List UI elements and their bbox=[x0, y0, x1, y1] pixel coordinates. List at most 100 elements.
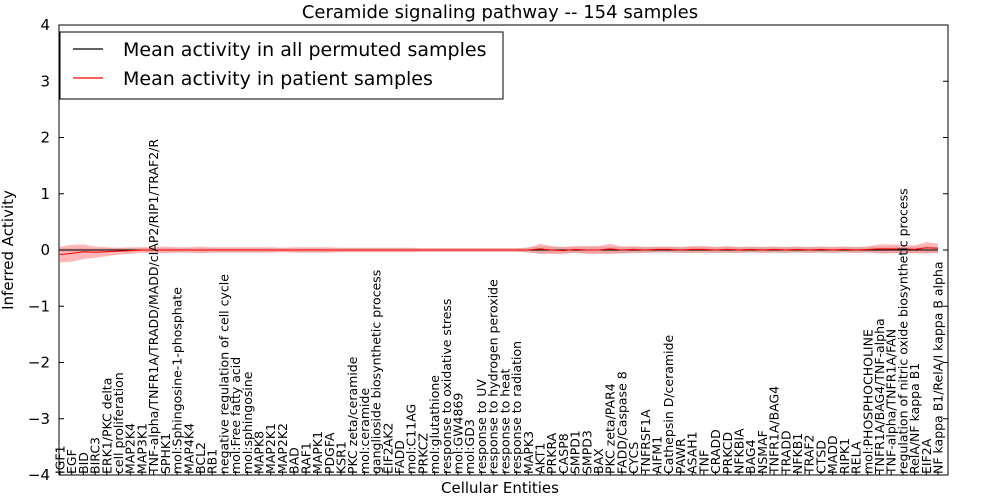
y-tick-label: 4 bbox=[40, 16, 50, 34]
legend-label-permuted: Mean activity in all permuted samples bbox=[123, 39, 486, 61]
entity-label: response to heat bbox=[497, 368, 512, 474]
entity-label: AKT1 bbox=[533, 443, 548, 474]
entity-label: mol:Free fatty acid bbox=[228, 357, 243, 474]
y-tick-label: 2 bbox=[40, 129, 50, 147]
entity-label: BAG4 bbox=[743, 439, 758, 474]
entity-label: BAD bbox=[287, 447, 302, 474]
legend-box bbox=[59, 31, 504, 100]
entity-label: MAP4K4 bbox=[181, 423, 196, 474]
patient-mean-line bbox=[59, 247, 939, 255]
entity-label: response to hydrogen peroxide bbox=[486, 279, 501, 474]
entity-label: FADD/Caspase 8 bbox=[614, 371, 629, 474]
y-tick-label: 3 bbox=[40, 72, 50, 90]
y-axis-label: Inferred Activity bbox=[0, 190, 17, 310]
entity-label: EIF2A bbox=[919, 438, 934, 474]
entity-label: MAP3K1 bbox=[134, 423, 149, 474]
entity-label: BIRC3 bbox=[88, 437, 103, 474]
plot-frame bbox=[58, 24, 949, 476]
entity-label: response to UV bbox=[474, 379, 489, 474]
entity-label: PDGFA bbox=[322, 432, 337, 474]
entity-label: CRADD bbox=[708, 429, 723, 474]
entity-label: SMPD1 bbox=[568, 430, 583, 474]
legend: Mean activity in all permuted samples Me… bbox=[59, 31, 504, 100]
entity-label: PAWR bbox=[673, 438, 688, 474]
entity-label: TNFR1A/BAG4/TNF-alpha bbox=[872, 318, 887, 475]
entity-label: mol:C11AG bbox=[404, 404, 419, 474]
entity-label: SMPD3 bbox=[579, 430, 594, 474]
entity-label: AIFM1 bbox=[650, 436, 665, 474]
y-tick-label: −1 bbox=[28, 297, 50, 315]
entity-label: CASP8 bbox=[556, 433, 571, 474]
entity-label: TNF-alpha/TNFR1A/TRADD/MADD/cIAP2/RIP1/T… bbox=[146, 139, 161, 475]
legend-label-patient: Mean activity in patient samples bbox=[123, 68, 433, 90]
entity-label: mol:ceramide bbox=[357, 388, 372, 474]
chart-title: Ceramide signaling pathway -- 154 sample… bbox=[302, 2, 698, 23]
entity-label: MADD bbox=[825, 435, 840, 474]
entity-label: mol:GD3 bbox=[462, 419, 477, 474]
entity-label: regulation of nitric oxide biosynthetic … bbox=[895, 188, 910, 474]
entity-label: NFKBIA bbox=[732, 428, 747, 474]
entity-label: MAPK3 bbox=[521, 431, 536, 474]
entity-label: mol:GW4869 bbox=[451, 393, 466, 474]
entity-label: IGF1 bbox=[53, 445, 68, 474]
y-tick-label: 1 bbox=[40, 185, 50, 203]
entity-label: FADD bbox=[392, 440, 407, 474]
entity-label: PKC zeta/ceramide bbox=[345, 356, 360, 474]
entity-label: KSR1 bbox=[334, 441, 349, 474]
y-tick-label: −3 bbox=[28, 410, 50, 428]
series-lines bbox=[59, 247, 939, 255]
entity-label: mol:PHOSPHOCHOLINE bbox=[860, 329, 875, 474]
entity-label: BID bbox=[76, 452, 91, 474]
entity-label: TNF-alpha/TNFR1A/FAN bbox=[884, 329, 899, 475]
entity-label: BCL2 bbox=[193, 442, 208, 474]
entity-label: PKC zeta/PAR4 bbox=[603, 383, 618, 474]
entity-label: RelA/NF kappa B1 bbox=[907, 363, 922, 474]
entity-label: mol:sphingosine bbox=[240, 371, 255, 474]
entity-label: NFKB1 bbox=[790, 433, 805, 474]
y-tick-label: −2 bbox=[28, 354, 50, 372]
entity-label: MAPK8 bbox=[252, 431, 267, 474]
entity-label: TNF bbox=[696, 450, 711, 475]
entity-label: BAX bbox=[591, 448, 606, 474]
entity-label: MAP2K1 bbox=[263, 423, 278, 474]
entity-label: CYCS bbox=[626, 442, 641, 474]
entity-label: MAP2K2 bbox=[275, 423, 290, 474]
entity-label: EGF bbox=[64, 449, 79, 474]
entity-label: ASAH1 bbox=[685, 431, 700, 474]
entity-label: TRAF2 bbox=[802, 434, 817, 475]
entity-label: ERK1/PKC delta bbox=[99, 378, 114, 474]
entity-label: RELA bbox=[849, 441, 864, 474]
entity-label: negative regulation of cell cycle bbox=[216, 274, 231, 474]
entity-label: TNFR1A/BAG4 bbox=[767, 386, 782, 475]
patient-band bbox=[60, 242, 938, 263]
entity-label: TNFRSF1A bbox=[638, 409, 653, 475]
entity-label: Cathepsin D/ceramide bbox=[661, 334, 676, 474]
entity-label: PRKCZ bbox=[415, 433, 430, 474]
entity-label: MAP2K4 bbox=[123, 423, 138, 474]
entity-label: PRKRA bbox=[544, 432, 559, 474]
entity-label: RAF1 bbox=[298, 442, 313, 474]
entity-label: response to oxidative stress bbox=[439, 299, 454, 474]
entity-label: mol:glutathione bbox=[427, 375, 442, 474]
entity-label: mol:Sphingosine-1-phosphate bbox=[170, 287, 185, 474]
entity-label: RIPK1 bbox=[837, 438, 852, 474]
y-tick-label: −4 bbox=[28, 466, 50, 484]
entity-label: ganglioside biosynthetic process bbox=[369, 270, 384, 474]
entity-label: NSMAF bbox=[755, 430, 770, 474]
entity-label: NF kappa B1/RelA/I kappa B alpha bbox=[931, 261, 946, 474]
entity-label: PRKCD bbox=[720, 432, 735, 474]
confidence-bands bbox=[60, 242, 938, 263]
x-axis-label: Cellular Entities bbox=[441, 479, 559, 497]
entity-label: EIF2AK2 bbox=[380, 423, 395, 474]
entity-label: cell proliferation bbox=[111, 372, 126, 474]
y-axis-ticks: 4 3 2 1 0 −1 −2 −3 −4 bbox=[28, 16, 948, 484]
entity-label: RB1 bbox=[205, 449, 220, 474]
entity-label: MAPK1 bbox=[310, 431, 325, 474]
entity-label: CTSD bbox=[813, 440, 828, 474]
y-tick-label: 0 bbox=[40, 241, 50, 259]
entity-label: response to radiation bbox=[509, 341, 524, 474]
entity-label: TRADD bbox=[778, 430, 793, 475]
entity-label: SPHK1 bbox=[158, 433, 173, 474]
